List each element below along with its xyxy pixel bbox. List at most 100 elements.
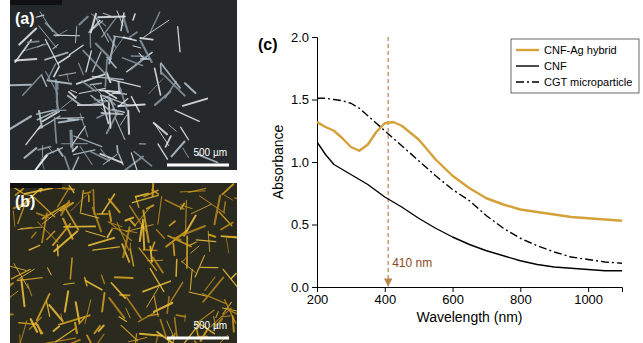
series-line — [317, 142, 622, 271]
scale-bar-label: 500 µm — [193, 320, 227, 331]
fiber — [109, 211, 111, 221]
fiber — [56, 329, 76, 342]
fiber — [182, 257, 187, 262]
fiber — [61, 143, 87, 144]
fiber — [158, 196, 162, 224]
fiber — [102, 275, 105, 283]
fiber — [87, 335, 94, 343]
fiber — [169, 125, 177, 132]
fiber — [150, 247, 152, 262]
tick-mark — [312, 162, 317, 163]
fiber — [167, 321, 175, 338]
legend-label: CNF-Ag hybrid — [544, 44, 617, 56]
fiber — [24, 148, 36, 158]
fiber — [112, 228, 137, 233]
fiber — [37, 44, 43, 47]
fiber — [158, 144, 168, 159]
legend-box — [511, 39, 639, 93]
fiber — [59, 119, 78, 122]
fiber — [54, 231, 77, 251]
fiber — [116, 146, 119, 153]
legend-swatch — [516, 65, 539, 66]
tick: 0.5 — [291, 217, 317, 232]
fiber — [144, 20, 169, 37]
fiber — [58, 149, 63, 156]
fiber — [191, 204, 211, 213]
fiber — [143, 211, 148, 242]
fiber — [112, 93, 126, 94]
fiber — [109, 103, 111, 128]
fiber — [178, 27, 180, 52]
fiber — [57, 117, 83, 119]
panel-label: (a) — [15, 10, 35, 27]
legend-label: CNF — [544, 60, 567, 72]
fiber — [47, 64, 55, 81]
fiber — [155, 124, 169, 145]
fiber — [130, 249, 133, 266]
fiber — [235, 198, 237, 205]
fiber — [64, 206, 78, 230]
fiber — [140, 334, 162, 336]
annotation-line — [388, 37, 389, 286]
fiber — [93, 190, 96, 215]
fiber — [97, 114, 105, 118]
fiber — [123, 16, 128, 32]
fiber — [29, 245, 39, 250]
micrograph-background — [10, 0, 237, 170]
fiber — [45, 23, 58, 35]
fiber — [175, 238, 181, 240]
fiber — [73, 147, 78, 152]
fiber — [166, 136, 171, 147]
fiber — [68, 119, 75, 120]
tick-label: 0.5 — [291, 217, 309, 232]
figure: (a)500 µm(b)500 µm(c)20040060080010000.0… — [0, 0, 643, 343]
fiber — [13, 211, 15, 226]
fiber — [134, 152, 152, 166]
fiber — [120, 114, 127, 125]
fiber — [109, 298, 124, 318]
tick-label: 600 — [442, 292, 464, 307]
fiber — [14, 264, 28, 289]
fiber — [108, 110, 119, 112]
fiber — [233, 317, 234, 332]
tick: 600 — [442, 287, 464, 307]
fiber — [224, 202, 225, 212]
fiber — [172, 141, 185, 156]
fiber — [216, 312, 218, 318]
fiber — [83, 51, 104, 73]
fiber — [86, 51, 91, 72]
fiber — [184, 314, 185, 321]
x-axis: 2004006008001000 — [307, 287, 623, 307]
fiber — [79, 63, 84, 74]
micrograph-background — [10, 183, 237, 343]
fiber — [143, 220, 144, 249]
fiber — [170, 282, 182, 302]
fiber — [75, 323, 77, 333]
fiber — [95, 17, 108, 42]
fiber — [55, 118, 57, 143]
fiber — [61, 314, 63, 323]
fiber — [79, 318, 84, 324]
fiber — [140, 38, 152, 40]
fiber — [42, 145, 43, 157]
fiber — [86, 281, 102, 290]
tick: 0.0 — [291, 280, 317, 295]
fiber — [77, 74, 105, 84]
micrograph — [10, 183, 237, 343]
fiber — [106, 92, 117, 99]
fiber — [31, 232, 36, 237]
tick: 800 — [510, 287, 532, 307]
fiber — [175, 110, 199, 121]
fiber — [26, 125, 41, 144]
fiber — [85, 300, 91, 324]
fiber — [69, 186, 74, 193]
fiber — [185, 83, 195, 93]
fiber — [100, 90, 121, 92]
fiber — [67, 73, 69, 81]
fiber — [10, 291, 18, 304]
fiber — [37, 294, 50, 320]
fiber — [89, 334, 104, 343]
fiber — [201, 267, 218, 269]
fiber — [102, 293, 104, 312]
fiber — [121, 325, 138, 340]
